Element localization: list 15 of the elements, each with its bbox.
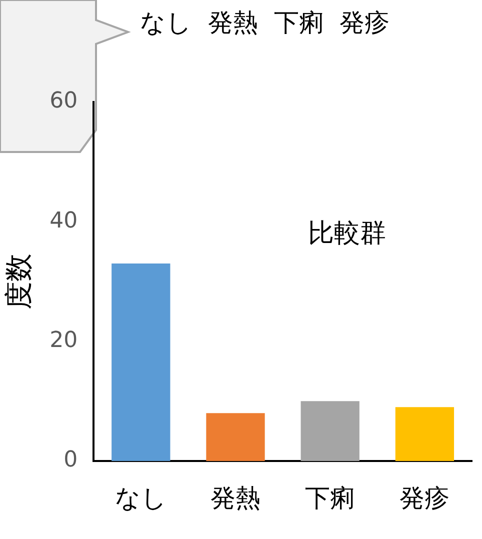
bar bbox=[300, 401, 360, 461]
x-tick-label: 下痢 bbox=[305, 484, 356, 512]
x-tick-label: なし bbox=[114, 484, 167, 512]
x-tick-label: 発熱 bbox=[210, 484, 260, 512]
bar bbox=[395, 407, 454, 461]
x-tick-label: 発疹 bbox=[400, 484, 450, 512]
y-tick-label: 0 bbox=[64, 448, 78, 473]
text: なし 発熱 下痢 発疹 bbox=[140, 7, 390, 39]
annotation: 比較群 bbox=[308, 218, 386, 249]
bar bbox=[112, 264, 170, 461]
bar bbox=[206, 413, 265, 461]
y-tick-label: 40 bbox=[50, 208, 78, 234]
y-tick-label: 20 bbox=[50, 328, 78, 354]
y-tick-label: 60 bbox=[50, 88, 78, 114]
y-axis-title: 度数 bbox=[2, 254, 36, 310]
